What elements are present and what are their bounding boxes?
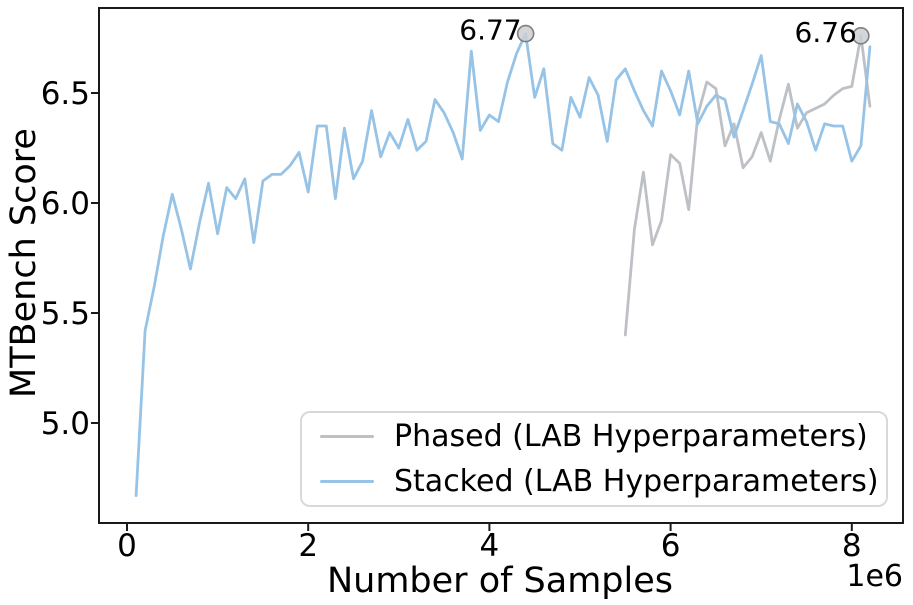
series-lines xyxy=(134,32,872,498)
legend-label-phased: Phased (LAB Hyperparameters) xyxy=(394,419,868,454)
x-axis-label: Number of Samples xyxy=(326,561,674,601)
x-axis-offset-label: 1e6 xyxy=(846,559,903,594)
y-tick-label: 6.5 xyxy=(41,76,90,112)
phased-line xyxy=(623,34,872,337)
plot-area-border xyxy=(98,7,904,524)
stacked-line xyxy=(134,32,872,498)
y-tick-label: 5.5 xyxy=(41,296,90,332)
legend-label-stacked: Stacked (LAB Hyperparameters) xyxy=(394,463,879,499)
annotation-label: 6.77 xyxy=(459,14,521,47)
x-tick-label: 6 xyxy=(661,528,681,564)
legend-item-stacked: Stacked (LAB Hyperparameters) xyxy=(308,463,880,501)
annotation-label: 6.76 xyxy=(795,16,857,49)
legend-line-phased-swatch xyxy=(320,435,374,439)
y-axis-label: MTBench Score xyxy=(4,128,44,398)
y-axis-ticks: 5.0 5.5 6.0 6.5 xyxy=(41,76,99,442)
x-axis-ticks: 0 2 4 6 8 xyxy=(117,523,862,564)
x-tick-label: 4 xyxy=(480,528,500,564)
x-tick-label: 0 xyxy=(117,528,137,564)
legend: Phased (LAB Hyperparameters) Stacked (LA… xyxy=(300,411,888,507)
y-tick-label: 6.0 xyxy=(41,186,90,222)
legend-item-phased: Phased (LAB Hyperparameters) xyxy=(308,418,880,456)
annotations: 6.77 6.76 xyxy=(459,14,870,49)
y-tick-label: 5.0 xyxy=(41,406,90,442)
legend-line-stacked-swatch xyxy=(320,479,374,483)
x-tick-label: 8 xyxy=(842,528,862,564)
annotation-marker xyxy=(852,26,870,45)
annotation-marker xyxy=(516,24,535,43)
x-tick-label: 2 xyxy=(298,528,318,564)
